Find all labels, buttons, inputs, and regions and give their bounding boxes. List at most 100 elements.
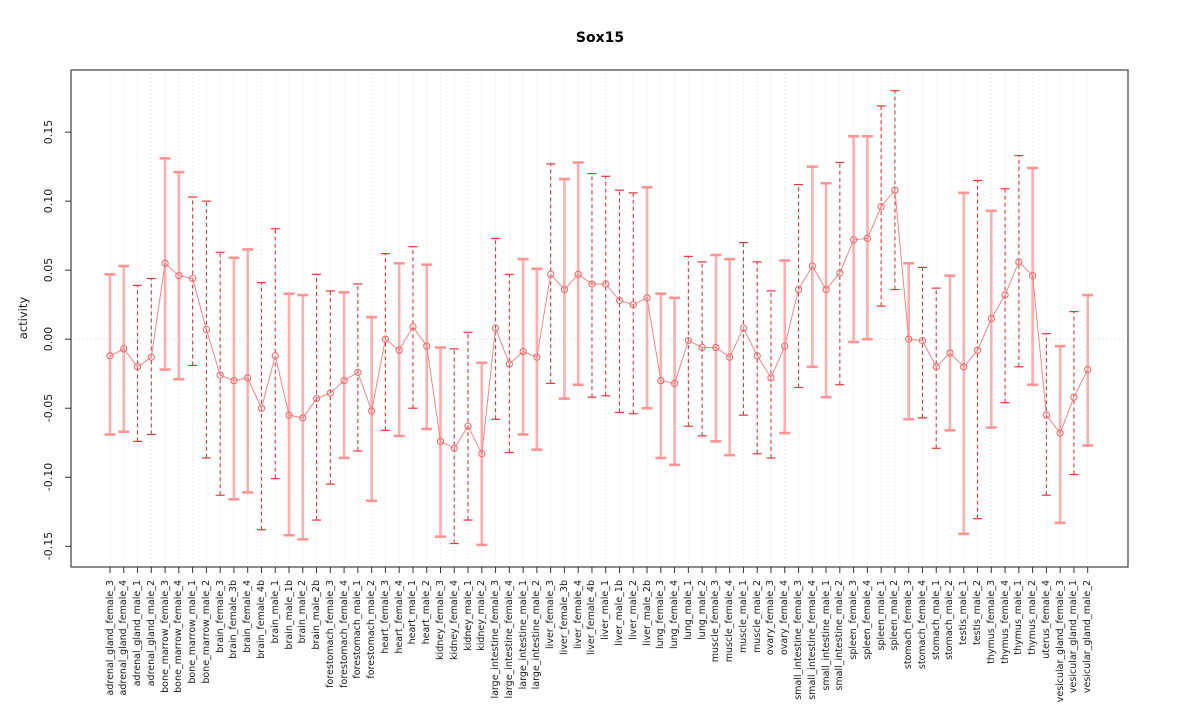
x-tick-label: muscle_female_3 <box>710 580 722 663</box>
data-point <box>202 325 211 334</box>
data-point <box>891 186 899 194</box>
data-point <box>960 363 968 371</box>
x-tick-label: brain_female_3 <box>214 580 226 653</box>
x-tick-label: adrenal_gland_female_4 <box>118 580 130 696</box>
x-tick-label: spleen_male_2 <box>889 580 901 651</box>
data-point <box>547 270 555 278</box>
x-tick-label: stomach_female_4 <box>916 580 928 670</box>
data-point <box>1084 365 1092 374</box>
y-tick-label: 0.15 <box>42 119 55 145</box>
x-tick-label: stomach_male_2 <box>944 580 956 660</box>
data-point <box>450 444 458 452</box>
data-point <box>1015 258 1023 266</box>
x-tick-label: vesicular_gland_male_2 <box>1082 580 1094 694</box>
data-point <box>1070 393 1078 401</box>
data-point <box>726 353 734 361</box>
x-tick-label: large_intestine_female_3 <box>490 580 502 699</box>
x-tick-label: liver_female_4 <box>572 580 584 649</box>
y-tick-label: 0.10 <box>42 188 55 214</box>
x-tick-label: lung_male_1 <box>682 580 694 640</box>
data-point <box>423 342 431 350</box>
y-tick-label: -0.10 <box>42 463 55 492</box>
x-tick-label: liver_male_1 <box>600 580 612 640</box>
data-point <box>299 414 307 422</box>
data-point <box>230 376 238 385</box>
x-tick-label: small_intestine_male_2 <box>834 580 846 691</box>
data-point <box>781 342 789 350</box>
x-tick-label: large_intestine_male_2 <box>531 580 543 690</box>
x-tick-label: adrenal_gland_male_2 <box>145 580 157 687</box>
data-point <box>367 407 376 415</box>
data-point <box>918 336 927 345</box>
data-point <box>244 374 252 382</box>
x-tick-label: heart_female_4 <box>393 580 405 654</box>
x-tick-label: spleen_female_3 <box>848 580 860 660</box>
data-point <box>464 422 472 430</box>
data-point <box>657 376 665 385</box>
data-point <box>381 335 390 343</box>
series-line <box>109 188 1089 456</box>
x-tick-label: muscle_male_1 <box>737 580 749 654</box>
data-point <box>354 368 362 376</box>
x-tick-label: kidney_female_3 <box>434 580 446 660</box>
data-point <box>1001 291 1009 299</box>
data-point <box>188 274 197 283</box>
data-point <box>794 285 803 294</box>
data-point <box>533 353 541 361</box>
data-point <box>863 234 872 243</box>
x-tick-label: bone_marrow_female_3 <box>159 580 171 693</box>
x-tick-label: uterus_female_4 <box>1040 580 1052 659</box>
x-tick-label: ovary_female_3 <box>765 580 777 656</box>
data-point <box>615 296 624 305</box>
x-tick-label: testis_male_1 <box>958 580 970 645</box>
x-tick-label: thymus_female_3 <box>985 580 997 664</box>
plot-border <box>70 69 1129 568</box>
x-tick-label: stomach_female_3 <box>903 580 915 670</box>
data-point <box>849 236 858 244</box>
x-tick-label: ovary_female_4 <box>779 580 791 656</box>
x-tick-label: stomach_male_1 <box>930 580 942 660</box>
x-tick-label: bone_marrow_male_1 <box>187 580 199 684</box>
data-point <box>1042 411 1051 419</box>
data-point <box>312 394 321 403</box>
x-tick-label: heart_female_3 <box>379 580 391 654</box>
x-tick-label: brain_male_1b <box>283 580 295 650</box>
x-tick-label: brain_male_1 <box>269 580 281 644</box>
data-point <box>120 345 128 353</box>
chart-title: Sox15 <box>575 30 625 46</box>
y-tick-label: -0.05 <box>42 394 55 423</box>
data-point <box>436 437 445 446</box>
x-tick-label: large_intestine_male_1 <box>517 580 529 690</box>
x-tick-label: forestomach_male_1 <box>352 580 364 679</box>
data-point <box>602 280 610 288</box>
data-point <box>257 404 266 412</box>
x-tick-label: lung_male_2 <box>696 580 708 640</box>
data-point <box>216 371 224 379</box>
x-tick-label: liver_female_3 <box>545 580 557 649</box>
data-point <box>670 379 679 388</box>
data-point <box>133 363 142 371</box>
data-point <box>588 280 596 288</box>
y-tick-label: 0.05 <box>42 257 55 283</box>
x-tick-label: kidney_female_4 <box>448 580 460 660</box>
data-point <box>698 343 706 352</box>
data-point <box>574 270 582 278</box>
data-point <box>836 269 844 277</box>
x-tick-label: brain_male_2 <box>297 580 309 644</box>
data-point <box>808 262 816 270</box>
x-tick-label: adrenal_gland_male_1 <box>132 580 144 687</box>
x-tick-label: bone_marrow_female_4 <box>173 580 185 693</box>
data-point <box>560 285 569 294</box>
data-point <box>1028 272 1037 280</box>
data-point <box>712 343 720 352</box>
data-point <box>753 352 761 360</box>
data-point <box>340 376 348 385</box>
y-tick-label: -0.15 <box>42 532 55 561</box>
x-tick-label: muscle_female_4 <box>724 580 736 663</box>
x-tick-label: kidney_male_1 <box>462 580 474 651</box>
x-tick-label: forestomach_male_2 <box>366 580 378 679</box>
x-tick-label: spleen_female_4 <box>861 580 873 660</box>
data-point <box>147 353 155 361</box>
